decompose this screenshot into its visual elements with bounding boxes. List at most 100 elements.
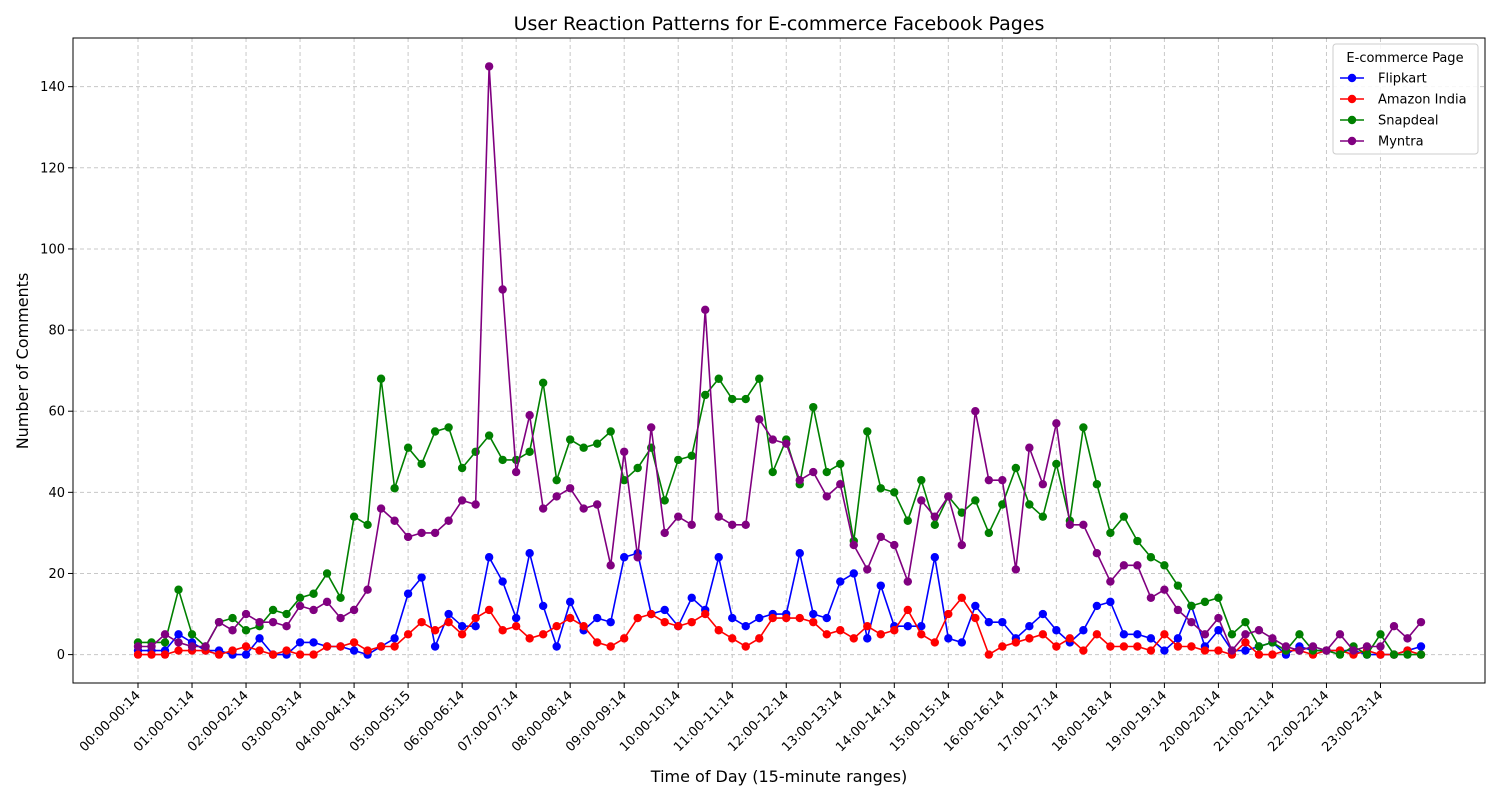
data-point-amazon-india <box>457 630 467 639</box>
data-point-myntra <box>241 609 251 619</box>
data-point-amazon-india <box>1092 630 1102 639</box>
data-point-amazon-india <box>849 634 858 643</box>
y-tick-label: 100 <box>40 242 65 257</box>
data-point-myntra <box>1214 613 1223 623</box>
data-point-flipkart <box>809 609 818 619</box>
data-point-snapdeal <box>457 463 467 473</box>
data-point-flipkart <box>1025 622 1034 631</box>
data-point-snapdeal <box>1079 423 1088 432</box>
data-point-myntra <box>619 447 629 456</box>
data-point-myntra <box>741 520 750 529</box>
data-point-myntra <box>228 626 237 635</box>
data-point-amazon-india <box>403 630 413 639</box>
data-point-amazon-india <box>755 634 764 643</box>
data-point-myntra <box>579 504 588 513</box>
data-point-snapdeal <box>1416 650 1426 659</box>
data-point-flipkart <box>1052 626 1061 635</box>
y-tick-label: 120 <box>40 161 65 176</box>
data-point-snapdeal <box>1254 642 1264 651</box>
data-point-amazon-india <box>565 613 575 623</box>
data-point-flipkart <box>741 622 750 631</box>
data-point-flipkart <box>417 573 426 582</box>
plot-area-frame <box>72 37 1486 684</box>
data-point-myntra <box>471 500 480 509</box>
data-point-myntra <box>1025 443 1034 452</box>
data-point-amazon-india <box>444 617 453 627</box>
data-point-snapdeal <box>1187 601 1196 611</box>
data-point-myntra <box>1092 548 1102 558</box>
data-point-snapdeal <box>228 613 237 623</box>
data-point-amazon-india <box>336 642 345 651</box>
data-point-flipkart <box>1241 646 1250 655</box>
data-point-snapdeal <box>1241 617 1250 627</box>
data-point-flipkart <box>349 646 359 655</box>
data-point-flipkart <box>606 617 615 627</box>
data-point-flipkart <box>498 577 507 586</box>
data-point-amazon-india <box>944 609 953 619</box>
data-point-myntra <box>1241 630 1250 639</box>
data-point-snapdeal <box>1362 650 1372 659</box>
data-point-myntra <box>755 415 764 424</box>
data-point-myntra <box>565 484 575 493</box>
data-point-myntra <box>876 532 885 542</box>
data-point-myntra <box>849 540 858 550</box>
data-point-myntra <box>376 504 386 513</box>
data-point-snapdeal <box>403 443 413 452</box>
data-point-flipkart <box>174 630 183 639</box>
data-point-amazon-india <box>998 642 1007 651</box>
data-point-flipkart <box>1092 601 1102 611</box>
legend: E-commerce Page Flipkart Amazon India Snap… <box>1332 43 1479 155</box>
data-point-snapdeal <box>1376 630 1385 639</box>
data-point-myntra <box>525 411 534 420</box>
data-point-amazon-india <box>633 613 642 623</box>
data-point-amazon-india <box>768 613 777 623</box>
data-point-amazon-india <box>795 613 804 623</box>
data-point-myntra <box>890 540 899 550</box>
data-point-amazon-india <box>1106 642 1115 651</box>
data-point-myntra <box>1038 480 1048 489</box>
data-point-flipkart <box>971 601 980 611</box>
legend-label: Snapdeal <box>1378 114 1439 129</box>
data-point-myntra <box>430 528 440 538</box>
data-point-flipkart <box>1160 646 1169 655</box>
data-point-snapdeal <box>363 520 372 529</box>
data-point-snapdeal <box>606 427 615 436</box>
chart-title: User Reaction Patterns for E-commerce Fa… <box>514 13 1045 35</box>
data-point-snapdeal <box>741 394 750 404</box>
data-point-snapdeal <box>1052 459 1061 469</box>
data-point-amazon-india <box>1011 638 1021 647</box>
data-point-amazon-india <box>1065 634 1075 643</box>
data-point-myntra <box>1362 642 1372 651</box>
data-point-snapdeal <box>1227 630 1237 639</box>
y-tick-label: 60 <box>48 405 65 420</box>
data-point-amazon-india <box>876 630 885 639</box>
data-point-amazon-india <box>660 617 669 627</box>
data-point-snapdeal <box>498 455 507 465</box>
data-point-snapdeal <box>619 475 629 485</box>
data-point-myntra <box>822 492 831 501</box>
data-point-amazon-india <box>971 613 980 623</box>
data-point-flipkart <box>538 601 548 611</box>
data-point-snapdeal <box>417 459 426 469</box>
data-point-amazon-india <box>309 650 318 659</box>
data-point-myntra <box>133 642 143 651</box>
legend-label: Myntra <box>1378 135 1424 150</box>
data-point-amazon-india <box>1268 650 1277 659</box>
y-tick-label: 40 <box>48 486 65 501</box>
data-point-flipkart <box>1214 626 1223 635</box>
data-point-flipkart <box>619 553 629 562</box>
data-point-snapdeal <box>930 520 940 529</box>
data-point-snapdeal <box>876 484 885 493</box>
data-point-myntra <box>309 605 318 615</box>
data-point-amazon-india <box>484 605 494 615</box>
data-point-myntra <box>1011 565 1021 574</box>
data-point-snapdeal <box>430 427 440 436</box>
data-point-snapdeal <box>755 374 764 383</box>
data-point-snapdeal <box>687 451 696 461</box>
data-point-snapdeal <box>187 630 197 639</box>
data-point-snapdeal <box>1214 593 1223 603</box>
data-point-amazon-india <box>349 638 359 647</box>
data-point-snapdeal <box>1133 536 1142 546</box>
data-point-snapdeal <box>471 447 480 456</box>
legend-item-amazon-india: Amazon India <box>1340 93 1467 108</box>
